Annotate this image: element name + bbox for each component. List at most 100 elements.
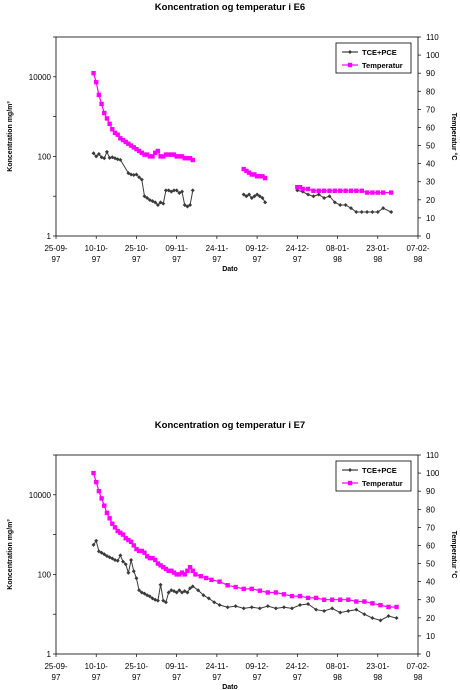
data-point <box>354 599 359 604</box>
legend-box <box>335 460 412 492</box>
data-point <box>166 590 171 595</box>
data-point <box>150 154 155 159</box>
data-point <box>179 154 185 159</box>
data-point <box>217 579 222 584</box>
data-point <box>187 156 193 161</box>
data-point <box>139 150 145 155</box>
x-tick-label: 09-12-97 <box>246 662 269 682</box>
legend-label: Temperatur <box>362 479 403 488</box>
data-point <box>153 200 158 205</box>
data-point <box>182 589 187 594</box>
data-point <box>346 597 351 602</box>
data-point <box>316 188 321 193</box>
data-point <box>166 568 171 573</box>
data-point <box>94 154 99 159</box>
data-point <box>126 171 131 176</box>
data-point <box>247 192 252 197</box>
data-point <box>161 201 166 206</box>
data-point <box>112 130 118 136</box>
data-point <box>126 537 131 543</box>
x-tick-label: 24-12-97 <box>286 662 309 682</box>
data-point <box>115 157 120 162</box>
data-point <box>297 593 303 599</box>
y-left-tick-label: 100 <box>38 570 52 579</box>
data-point <box>246 170 252 175</box>
data-point <box>118 136 123 141</box>
data-point <box>233 604 238 609</box>
data-point <box>338 610 343 615</box>
legend-marker-diamond <box>348 50 352 54</box>
x-axis-label: Dato <box>222 266 238 273</box>
data-point <box>327 188 332 193</box>
data-point <box>104 149 109 154</box>
y-right-tick-label: 90 <box>426 69 435 78</box>
data-point <box>115 132 120 137</box>
data-point <box>110 556 115 561</box>
y-right-tick-label: 20 <box>426 614 435 623</box>
series-tce-pce <box>91 538 399 623</box>
data-point <box>177 572 182 577</box>
data-point <box>169 568 174 573</box>
data-point <box>348 206 353 211</box>
data-point <box>123 536 128 541</box>
data-point <box>362 599 367 604</box>
data-point <box>241 606 246 611</box>
data-point <box>185 590 190 595</box>
data-point <box>99 550 104 555</box>
data-point <box>158 582 163 587</box>
data-point <box>370 210 375 215</box>
data-point <box>155 561 161 566</box>
y-right-tick-label: 90 <box>426 487 435 496</box>
data-point <box>380 190 386 195</box>
data-point <box>217 603 222 608</box>
data-point <box>128 539 134 545</box>
y-right-tick-label: 110 <box>426 451 439 460</box>
data-point <box>134 546 139 552</box>
data-point <box>252 172 257 177</box>
data-point <box>137 175 142 180</box>
y-left-tick-label: 100 <box>38 152 52 161</box>
data-point <box>262 175 268 181</box>
data-point <box>144 554 150 559</box>
legend-marker-square <box>347 480 353 486</box>
data-point <box>96 488 102 494</box>
data-point <box>110 521 115 526</box>
data-point <box>120 137 126 143</box>
data-point <box>177 154 182 159</box>
data-point <box>174 188 179 193</box>
data-point <box>169 152 174 157</box>
data-point <box>388 190 394 195</box>
x-tick-label: 24-11-97 <box>206 662 229 682</box>
data-point <box>142 591 147 596</box>
data-point <box>249 196 254 201</box>
x-tick-label: 25-10-97 <box>125 244 148 264</box>
data-point <box>163 600 168 605</box>
data-point <box>153 557 158 563</box>
y-right-tick-label: 50 <box>426 560 435 569</box>
data-point <box>131 543 136 548</box>
plot-area-frame <box>55 454 419 655</box>
x-tick-label: 09-11-97 <box>165 244 188 264</box>
data-point <box>289 593 295 599</box>
data-point <box>295 188 300 193</box>
y-right-tick-label: 10 <box>426 632 435 641</box>
data-point <box>225 605 230 610</box>
data-point <box>91 470 96 476</box>
data-point <box>254 174 260 179</box>
data-point <box>94 479 99 485</box>
data-point <box>185 156 190 161</box>
data-point <box>118 530 123 535</box>
data-point <box>126 141 131 146</box>
data-point <box>180 189 185 194</box>
data-point <box>155 598 160 603</box>
data-point <box>120 532 126 537</box>
data-point <box>155 203 160 208</box>
data-point <box>144 152 150 157</box>
data-point <box>313 595 319 601</box>
data-point <box>190 157 195 163</box>
data-point <box>129 172 134 177</box>
data-point <box>153 150 158 155</box>
data-point <box>179 570 185 575</box>
data-point <box>115 528 120 534</box>
